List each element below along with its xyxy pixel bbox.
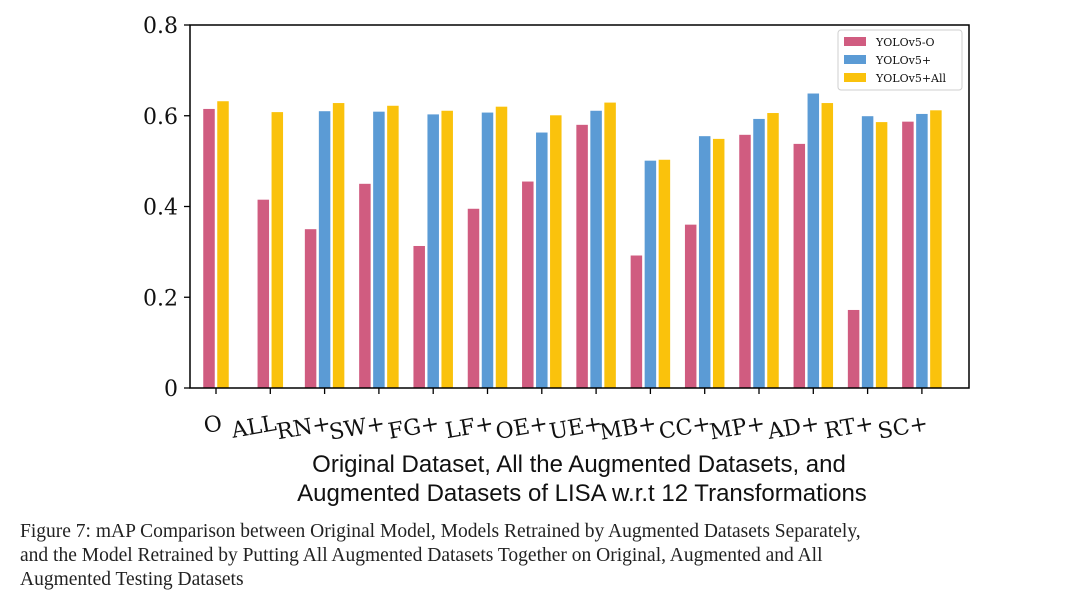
bar-yolov5-all-swplus [387,105,399,389]
legend-label: YOLOv5+ [875,54,931,67]
y-axis: 0 0.2 0.4 0.6 0.8 [143,14,190,402]
bar-yolov5-all-adplus [821,103,834,389]
y-tick-label: 0 [164,377,178,402]
legend-swatch [844,37,866,46]
bar-yolov5--ueplus [590,110,602,388]
bar-yolov5-o-scplus [902,121,914,389]
x-tick-label: MB+ [598,411,659,446]
y-tick-label: 0.2 [143,286,178,311]
bar-yolov5--swplus [373,111,385,389]
bar-yolov5-all-rnplus [332,103,345,389]
bar-yolov5-all-scplus [930,110,942,388]
bar-yolov5-o-mbplus [630,255,643,388]
x-tick-label: RN+ [275,411,333,445]
bar-yolov5-all-mpplus [767,113,779,388]
legend-swatch [844,73,866,82]
x-tick-label: O [202,411,224,439]
bar-yolov5--rnplus [318,111,331,389]
legend-swatch [844,55,866,64]
bar-yolov5-o-o [203,108,215,388]
x-tick-label: FG+ [386,411,441,445]
caption-line-1: Figure 7: mAP Comparison between Origina… [20,521,861,542]
legend: YOLOv5-O YOLOv5+ YOLOv5+All [837,29,963,91]
bar-yolov5-o-swplus [359,183,371,388]
bar-yolov5--fgplus [427,114,439,388]
plot-frame [189,24,970,389]
bar-yolov5-o-ccplus [684,224,697,388]
x-axis-title-line-2: Augmented Datasets of LISA w.r.t 12 Tran… [297,480,867,507]
bar-yolov5-o-mpplus [739,134,751,388]
bar-yolov5-all-o [217,101,229,388]
legend-label: YOLOv5-O [875,36,935,49]
x-tick-label: ALL [229,411,279,444]
x-tick-label: AD+ [765,411,822,445]
bar-yolov5--mbplus [644,160,657,388]
bar-yolov5--mpplus [753,118,765,389]
bar-yolov5-o-rtplus [847,309,860,388]
bar-yolov5--oeplus [536,132,548,388]
bar-yolov5-o-lfplus [467,208,480,388]
bar-yolov5-o-oeplus [522,181,534,388]
bar-yolov5-o-rnplus [304,229,317,388]
legend-label: YOLOv5+All [875,72,946,85]
x-tick-label: SW+ [327,411,387,445]
x-tick-label: UE+ [548,411,605,445]
bar-yolov5--ccplus [698,136,711,388]
bar-yolov5--rtplus [861,116,874,388]
x-tick-label: CC+ [657,411,713,445]
x-tick-label: MP+ [708,411,767,445]
x-axis-title-line-1: Original Dataset, All the Augmented Data… [312,451,846,478]
bar-yolov5-all-mbplus [658,159,671,388]
legend-box [837,29,963,91]
y-tick-label: 0.4 [143,196,178,221]
y-tick-label: 0.6 [143,105,178,130]
x-tick-label: SC+ [876,411,930,444]
bar-yolov5-all-ueplus [604,102,616,388]
bar-yolov5-all-fgplus [441,110,453,388]
bar-yolov5-o-fgplus [413,245,425,388]
bar-yolov5--lfplus [481,112,494,388]
bar-yolov5-all-ccplus [712,138,725,388]
y-tick-label: 0.8 [143,14,178,39]
bar-yolov5--scplus [916,113,928,388]
bar-yolov5-all-lfplus [495,106,508,389]
bar-yolov5-all-rtplus [875,122,888,388]
figure-caption: Figure 7: mAP Comparison between Origina… [20,520,1080,592]
bar-yolov5-o-ueplus [576,124,588,388]
caption-line-3: Augmented Testing Datasets [20,569,244,590]
bar-yolov5-o-all [257,199,270,388]
x-tick-label: RT+ [823,411,876,444]
caption-line-2: and the Model Retrained by Putting All A… [20,545,823,566]
bars-layer [203,93,942,389]
bar-yolov5--adplus [807,93,820,389]
bar-yolov5-o-adplus [793,143,806,388]
x-tick-label: LF+ [444,411,496,444]
bar-yolov5-all-oeplus [550,115,562,389]
bar-yolov5-all-all [271,112,284,389]
x-tick-label: OE+ [494,411,550,445]
